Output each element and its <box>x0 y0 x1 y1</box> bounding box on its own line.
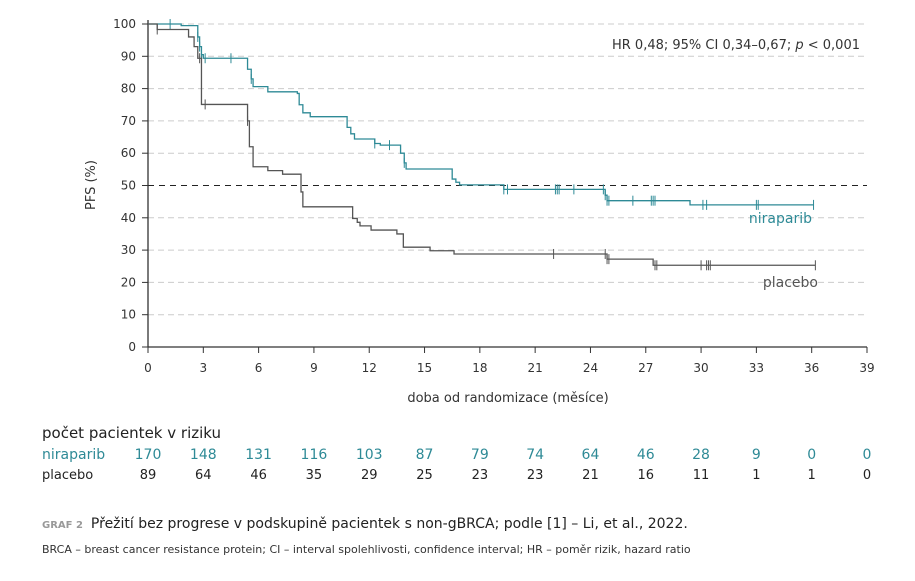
x-tick-label: 15 <box>417 361 432 375</box>
risk-count: 131 <box>245 447 272 463</box>
risk-count: 148 <box>189 447 217 463</box>
y-tick-label: 50 <box>121 179 136 193</box>
gridlines <box>148 23 867 316</box>
x-axis-label: doba od randomizace (měsíce) <box>407 391 608 406</box>
x-tick-label: 6 <box>255 361 263 375</box>
x-tick-label: 24 <box>583 361 598 375</box>
y-tick-label: 20 <box>121 275 136 289</box>
risk-row-label: placebo <box>42 468 94 483</box>
x-tick-label: 18 <box>472 361 487 375</box>
series-label-niraparib: niraparib <box>749 211 812 227</box>
footnote: BRCA – breast cancer resistance protein;… <box>42 543 691 556</box>
risk-count: 0 <box>862 447 872 463</box>
y-axis-label: PFS (%) <box>84 160 99 210</box>
caption-text: Přežití bez progrese v podskupině pacien… <box>90 516 688 532</box>
risk-count: 35 <box>305 468 323 483</box>
risk-count: 170 <box>134 447 162 463</box>
risk-count: 25 <box>416 468 433 483</box>
risk-table-title: počet pacientek v riziku <box>42 424 222 442</box>
y-tick-label: 60 <box>121 146 136 160</box>
risk-count: 64 <box>195 468 212 483</box>
km-curve-placebo <box>148 23 816 266</box>
risk-count: 23 <box>471 468 489 483</box>
risk-count: 11 <box>692 468 710 483</box>
series-label-placebo: placebo <box>763 275 818 291</box>
risk-count: 28 <box>692 447 710 463</box>
caption-tag: GRAF 2 <box>42 520 83 531</box>
risk-row-label: niraparib <box>42 447 106 463</box>
risk-count: 46 <box>636 447 655 463</box>
risk-count: 21 <box>582 468 599 483</box>
x-tick-label: 0 <box>144 361 152 375</box>
risk-count: 89 <box>139 468 157 483</box>
x-tick-label: 36 <box>804 361 819 375</box>
risk-count: 74 <box>526 447 545 463</box>
risk-count: 46 <box>250 468 267 483</box>
x-tick-label: 21 <box>528 361 543 375</box>
risk-count: 23 <box>526 468 544 483</box>
risk-count: 1 <box>807 468 816 483</box>
risk-count: 116 <box>300 447 328 463</box>
risk-count: 1 <box>752 468 761 483</box>
y-tick-label: 70 <box>121 114 136 128</box>
y-tick-label: 90 <box>121 49 136 63</box>
figure-caption: GRAF 2 Přežití bez progrese v podskupině … <box>42 516 688 532</box>
risk-count: 9 <box>751 447 761 463</box>
y-tick-label: 0 <box>128 340 136 354</box>
risk-count: 0 <box>807 447 817 463</box>
y-tick-label: 40 <box>121 211 136 225</box>
x-tick-label: 9 <box>310 361 318 375</box>
x-tick-label: 33 <box>749 361 764 375</box>
y-tick-label: 100 <box>113 17 136 31</box>
x-tick-label: 30 <box>693 361 708 375</box>
risk-count: 16 <box>637 468 655 483</box>
risk-count: 29 <box>360 468 378 483</box>
x-tick-label: 3 <box>199 361 207 375</box>
x-tick-label: 39 <box>859 361 874 375</box>
y-tick-label: 30 <box>121 243 136 257</box>
risk-count: 103 <box>355 447 383 463</box>
hr-annotation: HR 0,48; 95% CI 0,34–0,67; p < 0,001 <box>612 38 860 53</box>
risk-count: 64 <box>581 447 600 463</box>
risk-count: 79 <box>470 447 489 463</box>
curves <box>148 19 816 271</box>
x-tick-label: 12 <box>362 361 377 375</box>
y-tick-label: 10 <box>121 308 136 322</box>
risk-count: 0 <box>862 468 872 483</box>
risk-count: 87 <box>415 447 434 463</box>
y-tick-label: 80 <box>121 82 136 96</box>
x-tick-label: 27 <box>638 361 653 375</box>
km-curve-niraparib <box>148 23 814 206</box>
